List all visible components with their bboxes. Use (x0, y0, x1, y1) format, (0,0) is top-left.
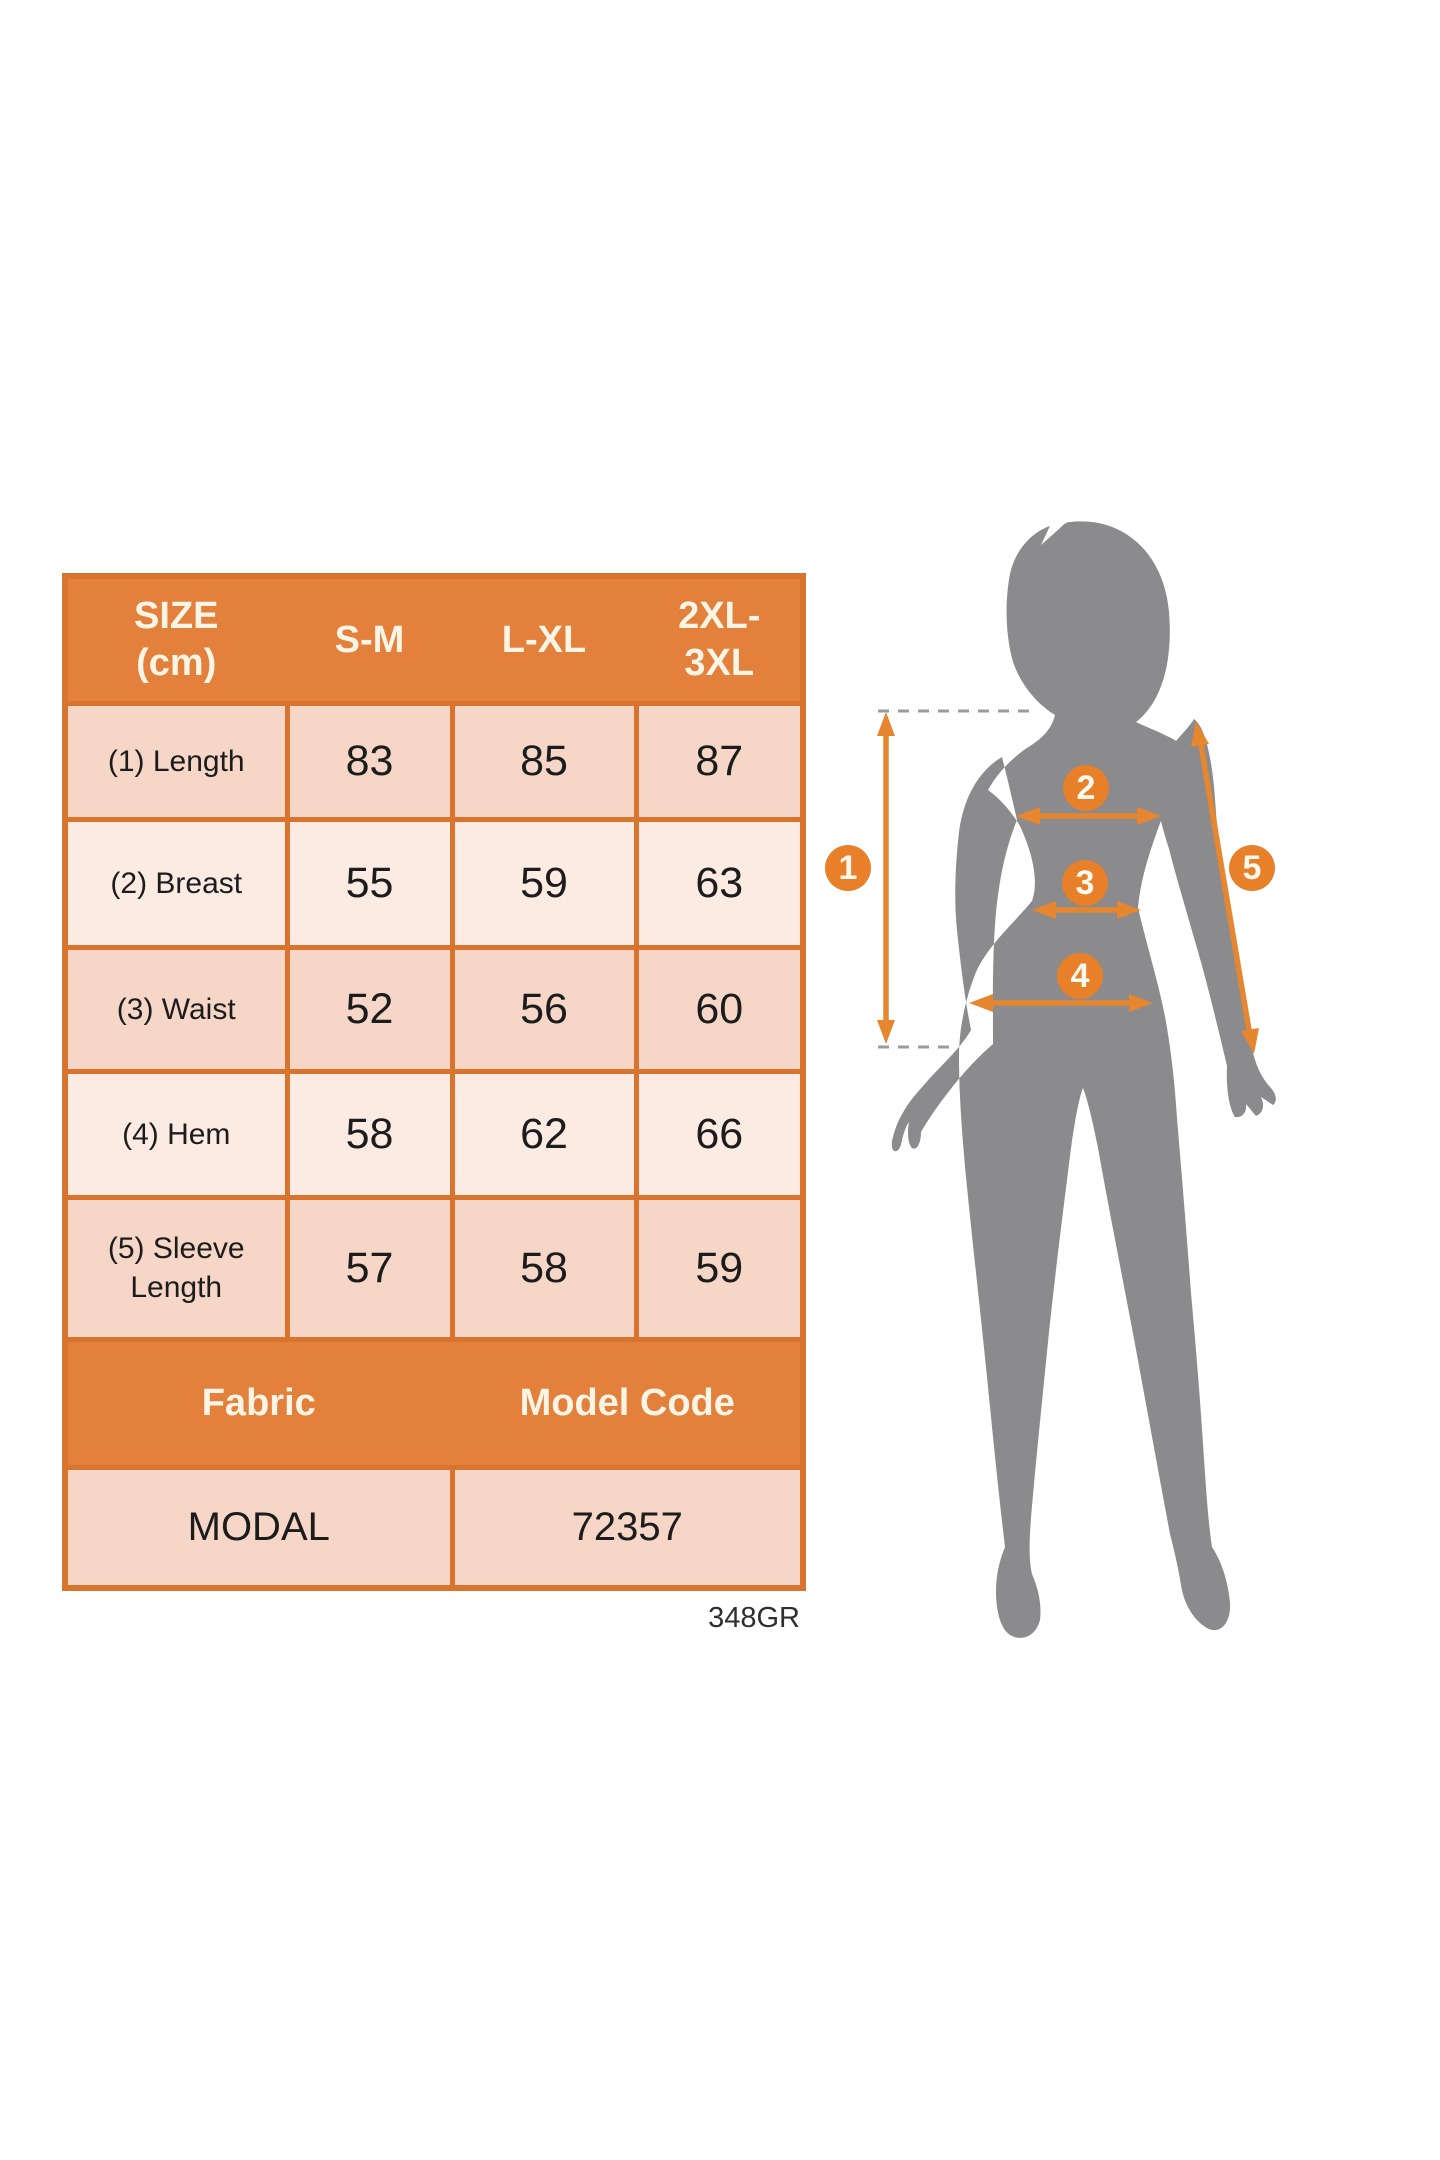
header-s-m: S-M (284, 573, 455, 706)
marker-4: 4 (1057, 953, 1103, 999)
row-label-hem: (4) Hem (62, 1068, 290, 1200)
breast-l-xl: 59 (449, 816, 639, 950)
marker-1: 1 (825, 845, 871, 891)
length-arrow (877, 712, 895, 1044)
hem-arrow (969, 994, 1153, 1012)
hem-s-m: 58 (284, 1068, 455, 1200)
size-header-row: SIZE (cm) S-M L-XL 2XL-3XL (62, 573, 806, 706)
marker-2: 2 (1063, 765, 1109, 811)
sleeve-s-m: 57 (284, 1194, 455, 1342)
hem-2xl-3xl: 66 (633, 1068, 806, 1200)
sleeve-l-xl: 58 (449, 1194, 639, 1342)
breast-2xl-3xl: 63 (633, 816, 806, 950)
header-size-cm: SIZE (cm) (62, 573, 290, 706)
waist-arrow (1032, 901, 1141, 919)
weight-note: 348GR (708, 1602, 800, 1634)
breast-arrow (1016, 807, 1161, 825)
length-s-m: 83 (284, 700, 455, 822)
header-model-code: Model Code (449, 1336, 806, 1470)
marker-5: 5 (1229, 845, 1275, 891)
model-code-value: 72357 (449, 1464, 806, 1591)
sleeve-length-arrow (1191, 721, 1259, 1054)
info-header-row: Fabric Model Code (62, 1336, 806, 1470)
table-row-length: (1) Length 83 85 87 (62, 700, 806, 822)
header-2xl-3xl: 2XL-3XL (633, 573, 806, 706)
breast-s-m: 55 (284, 816, 455, 950)
row-label-length: (1) Length (62, 700, 290, 822)
table-row-breast: (2) Breast 55 59 63 (62, 816, 806, 950)
header-l-xl: L-XL (449, 573, 639, 706)
table-row-waist: (3) Waist 52 56 60 (62, 944, 806, 1074)
length-2xl-3xl: 87 (633, 700, 806, 822)
waist-s-m: 52 (284, 944, 455, 1074)
row-label-waist: (3) Waist (62, 944, 290, 1074)
hem-l-xl: 62 (449, 1068, 639, 1200)
sleeve-2xl-3xl: 59 (633, 1194, 806, 1342)
waist-2xl-3xl: 60 (633, 944, 806, 1074)
length-l-xl: 85 (449, 700, 639, 822)
header-fabric: Fabric (62, 1336, 455, 1470)
marker-3: 3 (1062, 860, 1108, 906)
size-chart-table: SIZE (cm) S-M L-XL 2XL-3XL (1) Length 83… (62, 573, 806, 1591)
row-label-breast: (2) Breast (62, 816, 290, 950)
female-body-silhouette (891, 521, 1276, 1638)
row-label-sleeve-length: (5) Sleeve Length (62, 1194, 290, 1342)
table-row-hem: (4) Hem 58 62 66 (62, 1068, 806, 1200)
waist-l-xl: 56 (449, 944, 639, 1074)
info-value-row: MODAL 72357 (62, 1464, 806, 1591)
table-row-sleeve-length: (5) Sleeve Length 57 58 59 (62, 1194, 806, 1342)
fabric-value: MODAL (62, 1464, 455, 1591)
